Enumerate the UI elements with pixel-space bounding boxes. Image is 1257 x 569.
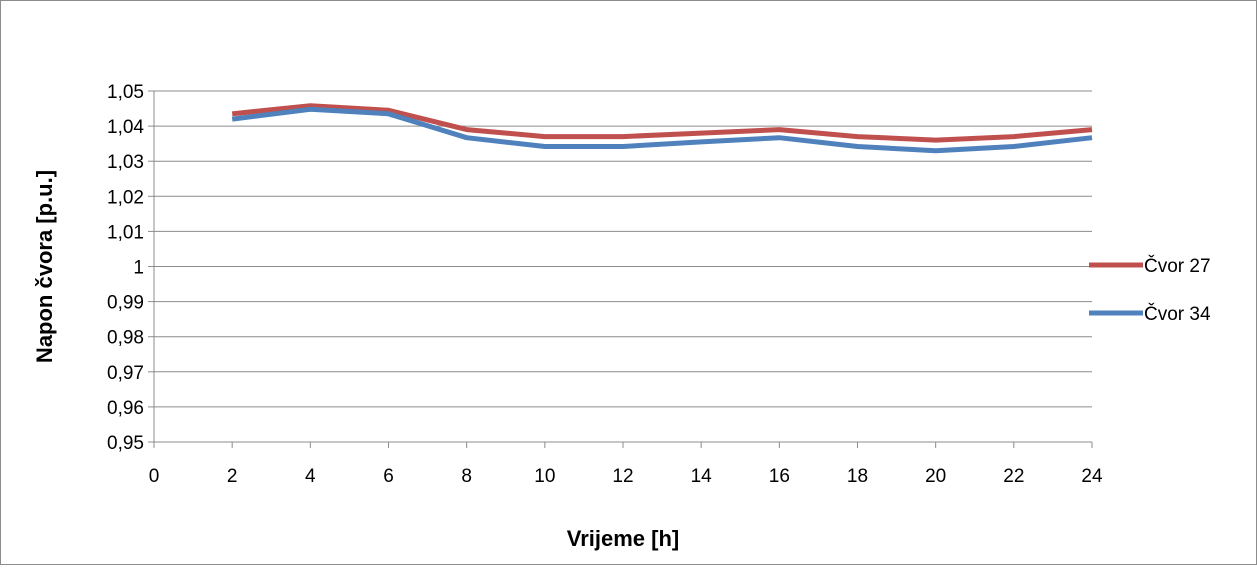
- x-tick-label: 24: [1081, 466, 1103, 487]
- y-tick-label: 1,05: [107, 82, 144, 103]
- legend-label: Čvor 27: [1144, 255, 1211, 277]
- series-line-1: [231, 103, 1093, 143]
- x-tick-label: 20: [925, 466, 946, 487]
- y-axis-title: Napon čvora [p.u.]: [32, 170, 57, 363]
- x-tick-label: 4: [305, 466, 316, 487]
- x-tick-label: 18: [847, 466, 868, 487]
- x-tick-label: 8: [461, 466, 472, 487]
- x-tick-label: 0: [149, 466, 160, 487]
- y-tick-label: 1: [133, 258, 144, 279]
- x-tick-label: 22: [1003, 466, 1024, 487]
- legend-label: Čvor 34: [1144, 303, 1211, 325]
- x-tick-label: 2: [227, 466, 238, 487]
- y-tick-label: 1,02: [107, 187, 144, 208]
- y-tick-label: 1,01: [107, 222, 144, 243]
- gridlines: [154, 90, 1092, 408]
- series-line-2: [231, 106, 1093, 154]
- y-tick-label: 0,96: [107, 398, 144, 419]
- y-tick-label: 1,03: [107, 152, 144, 173]
- axes: [148, 90, 1093, 448]
- y-tick-labels: 0,95 0,96 0,97 0,98 0,99 1 1,01 1,02 1,03 1,04 1,0…: [107, 82, 144, 454]
- y-tick-label: 0,97: [107, 363, 144, 384]
- y-tick-label: 0,95: [107, 433, 144, 454]
- legend: Čvor 27 Čvor 34: [1089, 255, 1211, 325]
- x-tick-label: 10: [534, 466, 555, 487]
- y-tick-label: 0,99: [107, 293, 144, 314]
- x-tick-label: 6: [383, 466, 394, 487]
- y-tick-label: 0,98: [107, 328, 144, 349]
- y-tick-label: 1,04: [107, 117, 144, 138]
- series-lines: [231, 103, 1093, 154]
- x-tick-labels: 0 2 4 6 8 10 12 14 16 18 20 22 24: [149, 466, 1103, 487]
- x-tick-label: 12: [612, 466, 633, 487]
- x-tick-label: 14: [691, 466, 713, 487]
- x-axis-title: Vrijeme [h]: [567, 526, 679, 551]
- x-tick-label: 16: [769, 466, 790, 487]
